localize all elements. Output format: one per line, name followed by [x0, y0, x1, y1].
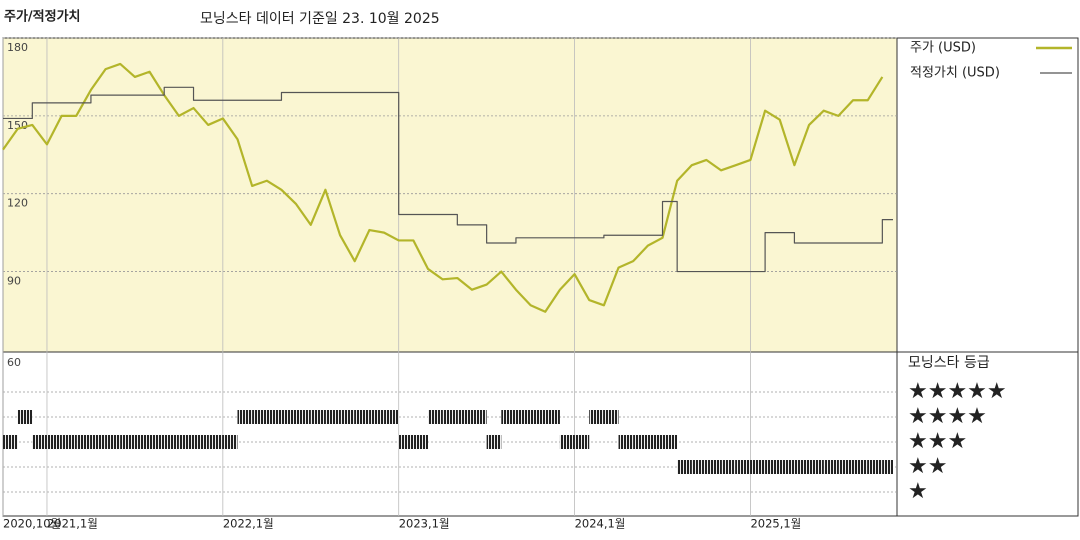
rating-bar [735, 460, 751, 474]
rating-bar [340, 410, 355, 424]
rating-bar [838, 460, 854, 474]
rating-bar [530, 410, 546, 424]
rating-bar [76, 435, 91, 449]
chart-title: 주가/적정가치 [4, 9, 81, 25]
x-tick-label: 2022,1월 [223, 517, 274, 531]
rating-bar [589, 410, 604, 424]
rating-bar [252, 410, 267, 424]
rating-bar [237, 410, 253, 424]
rating-bar [178, 435, 194, 449]
y-tick-label: 90 [7, 275, 21, 288]
rating-axis-label: 60 [7, 356, 21, 369]
rating-bar [501, 410, 516, 424]
rating-bar [633, 435, 648, 449]
rating-bar [90, 435, 106, 449]
rating-bar [706, 460, 722, 474]
rating-bar [149, 435, 165, 449]
rating-bar [515, 410, 531, 424]
rating-bar [765, 460, 780, 474]
rating-level: ★★ [908, 454, 947, 479]
rating-bar [310, 410, 326, 424]
rating-bar [691, 460, 707, 474]
rating-bar [853, 460, 868, 474]
rating-bar [32, 435, 47, 449]
rating-bar [61, 435, 77, 449]
rating-bar [603, 410, 619, 424]
rating-bar [354, 410, 370, 424]
rating-bar [559, 435, 575, 449]
series-line [3, 86, 893, 273]
series-line [2, 62, 884, 313]
rating-bar [750, 460, 766, 474]
rating-bar [105, 435, 121, 449]
y-tick-label: 180 [7, 41, 28, 54]
rating-bar [721, 460, 736, 474]
rating-bar [384, 410, 399, 424]
x-tick-label: 2020,10월 [3, 517, 61, 531]
rating-bar [134, 435, 150, 449]
rating-bar [471, 410, 487, 424]
rating-bar [428, 410, 443, 424]
rating-bar [369, 410, 385, 424]
rating-level: ★ [908, 479, 928, 504]
rating-bar [281, 410, 297, 424]
rating-bar [325, 410, 341, 424]
rating-bar [46, 435, 62, 449]
legend-label: 주가 (USD) [910, 41, 976, 56]
rating-bar [266, 410, 282, 424]
x-tick-label: 2023,1월 [399, 517, 450, 531]
rating-bar [413, 435, 429, 449]
rating-bar [3, 435, 18, 449]
rating-bar [662, 435, 678, 449]
rating-bar [867, 460, 883, 474]
rating-level: ★★★★ [908, 404, 987, 429]
rating-bar [208, 435, 223, 449]
plot-background [3, 38, 897, 352]
rating-bar [794, 460, 810, 474]
rating-bar [457, 410, 472, 424]
rating-bar [779, 460, 795, 474]
rating-level: ★★★★★ [908, 379, 1007, 404]
x-tick-label: 2021,1월 [47, 517, 98, 531]
rating-bar [296, 410, 311, 424]
rating-bar [647, 435, 663, 449]
rating-bar [120, 435, 135, 449]
y-tick-label: 120 [7, 197, 28, 210]
rating-bar [545, 410, 560, 424]
rating-bar [882, 460, 893, 474]
rating-bar [574, 435, 590, 449]
rating-bar [164, 435, 179, 449]
legend-label: 적정가치 (USD) [910, 66, 1000, 81]
x-tick-label: 2025,1월 [750, 517, 801, 531]
rating-bar [398, 435, 414, 449]
rating-bar [222, 435, 238, 449]
rating-level: ★★★ [908, 429, 967, 454]
rating-bar [809, 460, 824, 474]
rating-title: 모닝스타 등급 [908, 355, 990, 371]
rating-bar [677, 460, 692, 474]
chart-subtitle: 모닝스타 데이터 기준일 23. 10월 2025 [200, 11, 440, 27]
rating-bar [486, 435, 502, 449]
rating-bar [618, 435, 634, 449]
rating-bar [17, 410, 33, 424]
rating-bar [442, 410, 458, 424]
rating-bar [823, 460, 839, 474]
rating-bar [193, 435, 209, 449]
x-tick-label: 2024,1월 [575, 517, 626, 531]
